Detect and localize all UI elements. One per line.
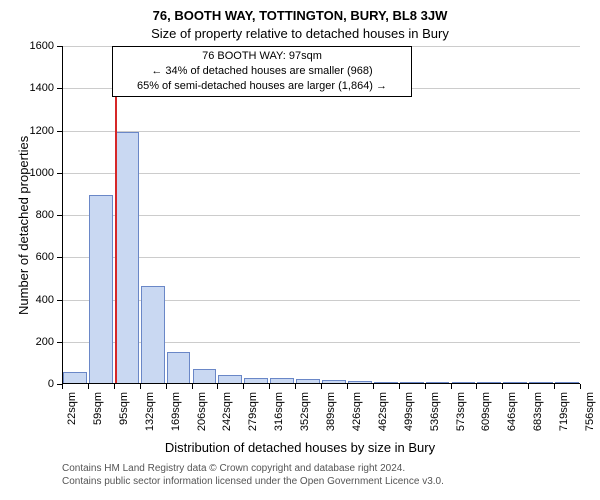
chart-title-line2: Size of property relative to detached ho… <box>0 26 600 41</box>
annotation-line1: 76 BOOTH WAY: 97sqm <box>119 49 405 64</box>
bar <box>115 132 139 384</box>
ytick-mark <box>57 46 62 47</box>
xtick-label: 426sqm <box>351 392 363 432</box>
ytick-label: 800 <box>14 209 54 221</box>
ytick-label: 400 <box>14 294 54 306</box>
plot-area <box>62 46 580 384</box>
ytick-label: 200 <box>14 336 54 348</box>
xtick-mark <box>476 384 477 389</box>
xtick-mark <box>243 384 244 389</box>
xtick-label: 573sqm <box>455 392 467 432</box>
bar <box>193 369 217 384</box>
marker-line <box>115 46 117 384</box>
bar <box>141 286 165 384</box>
gridline <box>62 342 580 343</box>
xtick-label: 95sqm <box>118 392 130 432</box>
ytick-mark <box>57 173 62 174</box>
xtick-mark <box>373 384 374 389</box>
xtick-mark <box>347 384 348 389</box>
xtick-label: 279sqm <box>247 392 259 432</box>
gridline <box>62 300 580 301</box>
xtick-label: 536sqm <box>429 392 441 432</box>
xtick-label: 316sqm <box>273 392 285 432</box>
ytick-label: 1000 <box>14 167 54 179</box>
chart-container: 76, BOOTH WAY, TOTTINGTON, BURY, BL8 3JW… <box>0 0 600 500</box>
ytick-label: 0 <box>14 378 54 390</box>
axis-left <box>62 46 63 384</box>
xtick-label: 719sqm <box>558 392 570 432</box>
gridline <box>62 257 580 258</box>
xtick-mark <box>425 384 426 389</box>
xtick-label: 756sqm <box>584 392 596 432</box>
annotation-line2: ← 34% of detached houses are smaller (96… <box>119 64 405 79</box>
bar <box>167 352 191 384</box>
xtick-mark <box>166 384 167 389</box>
y-axis-label: Number of detached properties <box>16 136 31 315</box>
ytick-mark <box>57 300 62 301</box>
xtick-label: 462sqm <box>377 392 389 432</box>
xtick-mark <box>88 384 89 389</box>
xtick-label: 646sqm <box>506 392 518 432</box>
xtick-label: 169sqm <box>170 392 182 432</box>
ytick-mark <box>57 88 62 89</box>
gridline <box>62 131 580 132</box>
xtick-label: 59sqm <box>92 392 104 432</box>
xtick-mark <box>528 384 529 389</box>
xtick-mark <box>321 384 322 389</box>
annotation-line3: 65% of semi-detached houses are larger (… <box>119 79 405 94</box>
chart-title-line1: 76, BOOTH WAY, TOTTINGTON, BURY, BL8 3JW <box>0 8 600 23</box>
xtick-mark <box>554 384 555 389</box>
xtick-label: 242sqm <box>221 392 233 432</box>
ytick-mark <box>57 131 62 132</box>
xtick-mark <box>217 384 218 389</box>
xtick-mark <box>580 384 581 389</box>
xtick-mark <box>502 384 503 389</box>
xtick-label: 352sqm <box>299 392 311 432</box>
ytick-label: 1200 <box>14 125 54 137</box>
xtick-label: 389sqm <box>325 392 337 432</box>
xtick-mark <box>114 384 115 389</box>
xtick-mark <box>295 384 296 389</box>
xtick-mark <box>62 384 63 389</box>
xtick-label: 132sqm <box>144 392 156 432</box>
gridline <box>62 173 580 174</box>
xtick-mark <box>269 384 270 389</box>
attribution: Contains HM Land Registry data © Crown c… <box>62 462 444 488</box>
ytick-mark <box>57 342 62 343</box>
attribution-line2: Contains public sector information licen… <box>62 475 444 488</box>
xtick-mark <box>399 384 400 389</box>
ytick-mark <box>57 257 62 258</box>
xtick-label: 499sqm <box>403 392 415 432</box>
bar <box>89 195 113 384</box>
xtick-mark <box>192 384 193 389</box>
gridline <box>62 215 580 216</box>
xtick-mark <box>140 384 141 389</box>
attribution-line1: Contains HM Land Registry data © Crown c… <box>62 462 444 475</box>
xtick-label: 206sqm <box>196 392 208 432</box>
ytick-label: 1600 <box>14 40 54 52</box>
ytick-mark <box>57 215 62 216</box>
x-axis-label: Distribution of detached houses by size … <box>0 440 600 455</box>
annotation-box: 76 BOOTH WAY: 97sqm ← 34% of detached ho… <box>112 46 412 97</box>
xtick-mark <box>451 384 452 389</box>
xtick-label: 22sqm <box>66 392 78 432</box>
xtick-label: 609sqm <box>480 392 492 432</box>
ytick-label: 600 <box>14 251 54 263</box>
ytick-label: 1400 <box>14 82 54 94</box>
xtick-label: 683sqm <box>532 392 544 432</box>
